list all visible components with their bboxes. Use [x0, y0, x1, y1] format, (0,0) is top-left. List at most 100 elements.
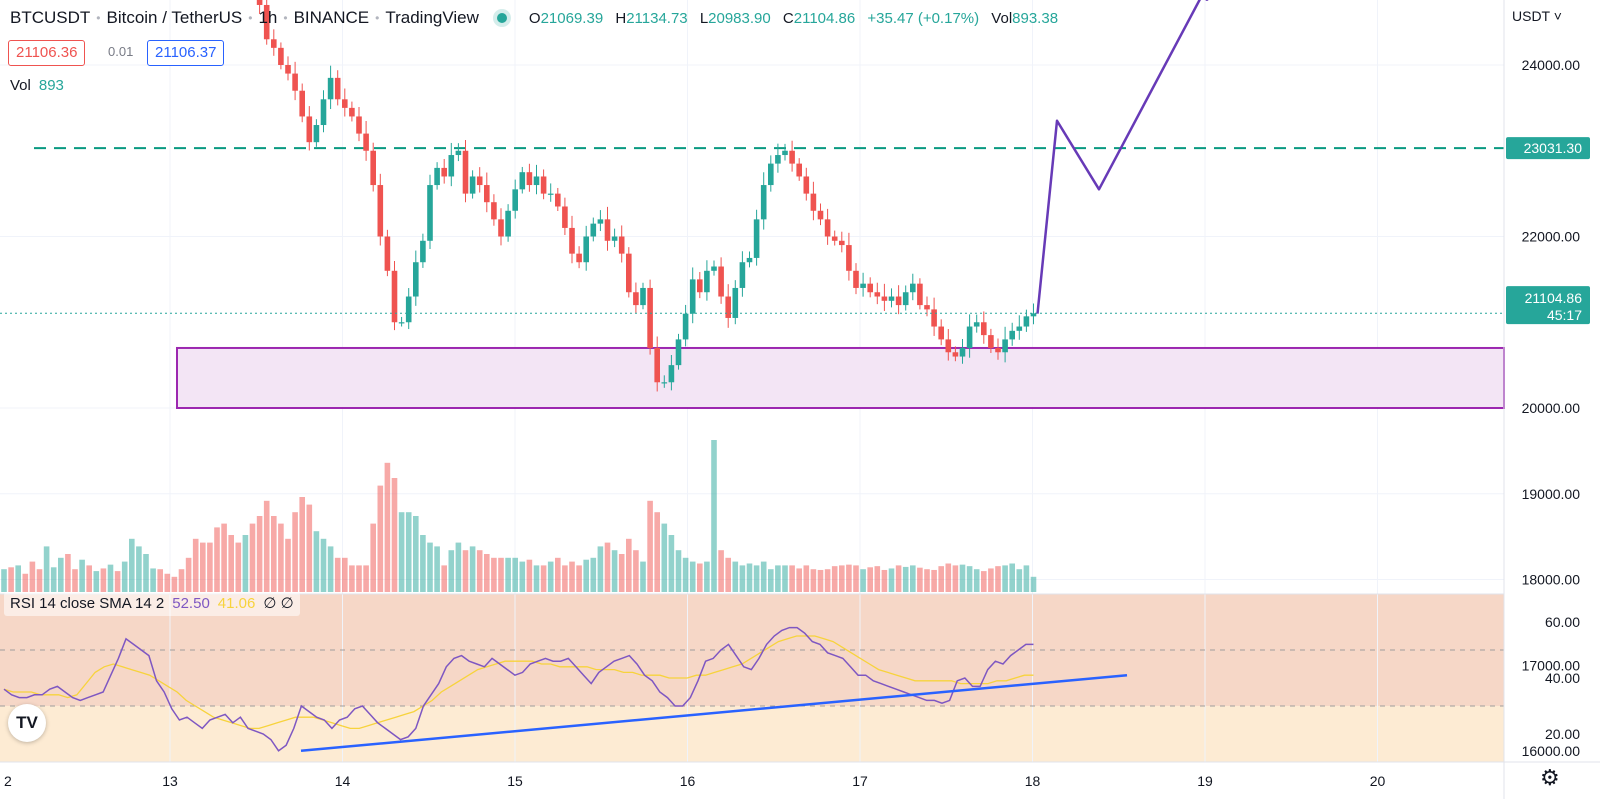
- volume-bar: [327, 546, 334, 592]
- buy-button[interactable]: 21106.37: [147, 40, 225, 66]
- volume-bar: [36, 569, 43, 592]
- candle: [356, 116, 362, 134]
- volume-bar: [100, 568, 107, 592]
- volume-bar: [334, 557, 341, 592]
- candle: [895, 296, 902, 306]
- candle: [441, 167, 447, 177]
- rsi-legend-extra: ∅ ∅: [263, 595, 294, 612]
- rsi-legend[interactable]: RSI 14 close SMA 14 2 52.50 41.06 ∅ ∅: [4, 592, 300, 616]
- candle: [384, 236, 391, 271]
- candle: [1023, 316, 1030, 327]
- candle: [334, 77, 341, 100]
- price-tick-label: 16000.00: [1522, 743, 1581, 759]
- candle: [377, 185, 384, 237]
- rsi-lines: [3, 626, 1034, 752]
- spread: 0.01: [108, 44, 134, 59]
- volume-bar: [626, 538, 632, 592]
- volume-bar: [164, 573, 171, 592]
- candle: [512, 189, 518, 211]
- market-status-icon: [496, 13, 507, 23]
- candle: [917, 283, 923, 306]
- candle: [952, 352, 959, 357]
- volume-bar: [768, 569, 774, 592]
- currency-selector[interactable]: USDT ˅: [1512, 8, 1562, 24]
- volume-bar: [434, 546, 440, 592]
- gear-icon[interactable]: ⚙: [1540, 765, 1560, 790]
- candle: [945, 339, 952, 353]
- price-tick-label: 18000.00: [1522, 572, 1581, 588]
- volume-bar: [342, 557, 348, 592]
- volume-bar: [590, 557, 597, 592]
- volume-bar: [924, 569, 930, 592]
- rsi-trendline[interactable]: [300, 673, 1128, 753]
- candle: [562, 206, 568, 228]
- rsi-legend-label: RSI 14 close SMA 14 2: [10, 595, 165, 612]
- candle: [370, 150, 376, 186]
- volume-bar: [583, 559, 589, 592]
- support-zone[interactable]: [176, 346, 1505, 410]
- volume-bar: [647, 500, 653, 592]
- volume-bar: [853, 565, 859, 592]
- tradingview-logo-icon[interactable]: TV: [8, 704, 46, 742]
- projection-line[interactable]: [1036, 0, 1207, 314]
- volume-legend[interactable]: Vol 893: [10, 77, 64, 94]
- projection-path[interactable]: [1036, 0, 1209, 314]
- volume-bar: [207, 542, 213, 592]
- volume-bar: [831, 566, 838, 592]
- open-value: 21069.39: [540, 9, 604, 27]
- candle: [938, 326, 944, 340]
- volume-bar: [292, 512, 298, 592]
- candle: [618, 236, 625, 254]
- volume-bar: [689, 561, 696, 592]
- sell-button[interactable]: 21106.36: [8, 40, 86, 66]
- volume-bar: [817, 569, 824, 592]
- volume-bar: [58, 557, 64, 592]
- candle: [981, 322, 987, 336]
- rsi-trendline[interactable]: [300, 673, 1128, 753]
- volume-bar: [377, 485, 384, 592]
- volume-bar: [803, 565, 810, 592]
- volume-bar: [675, 550, 682, 592]
- candle: [555, 193, 561, 207]
- resistance-levels[interactable]: [34, 0, 1504, 150]
- time-tick-label: 14: [335, 773, 351, 789]
- exchange: BINANCE: [293, 8, 370, 27]
- interval[interactable]: 1h: [258, 8, 278, 27]
- time-tick-label: 16: [680, 773, 696, 789]
- volume-bar: [484, 554, 490, 592]
- volume-bar: [271, 516, 277, 592]
- candle: [988, 335, 994, 348]
- volume-bar: [136, 546, 142, 592]
- candle: [462, 150, 469, 194]
- volume-bar: [753, 565, 760, 592]
- price-tick-label: 19000.00: [1522, 486, 1581, 502]
- volume-bar: [640, 561, 646, 592]
- candle: [604, 219, 611, 241]
- volume-bar: [540, 565, 547, 592]
- volume-bar: [228, 535, 234, 592]
- candle: [434, 167, 440, 186]
- volume-bar: [1, 569, 7, 592]
- candle: [505, 210, 511, 237]
- volume-bar: [562, 565, 568, 592]
- volume-bar: [988, 568, 994, 592]
- volume-bar: [661, 523, 668, 592]
- candle: [718, 266, 724, 297]
- volume-bar: [413, 516, 419, 592]
- price-tick-label: 17000.00: [1522, 657, 1581, 673]
- volume-bar: [221, 523, 227, 592]
- symbol[interactable]: BTCUSDT: [10, 8, 91, 27]
- support-zone-rect[interactable]: [176, 346, 1505, 410]
- candle: [760, 185, 767, 220]
- volume-bar: [363, 565, 369, 592]
- candle: [491, 202, 497, 220]
- candle: [860, 283, 866, 288]
- candle: [597, 219, 604, 224]
- candle: [590, 223, 597, 237]
- volume-bar: [370, 523, 376, 592]
- volume-bar: [448, 550, 455, 592]
- candle: [320, 99, 327, 126]
- volume-bar: [441, 565, 447, 592]
- volume-bar: [107, 564, 114, 592]
